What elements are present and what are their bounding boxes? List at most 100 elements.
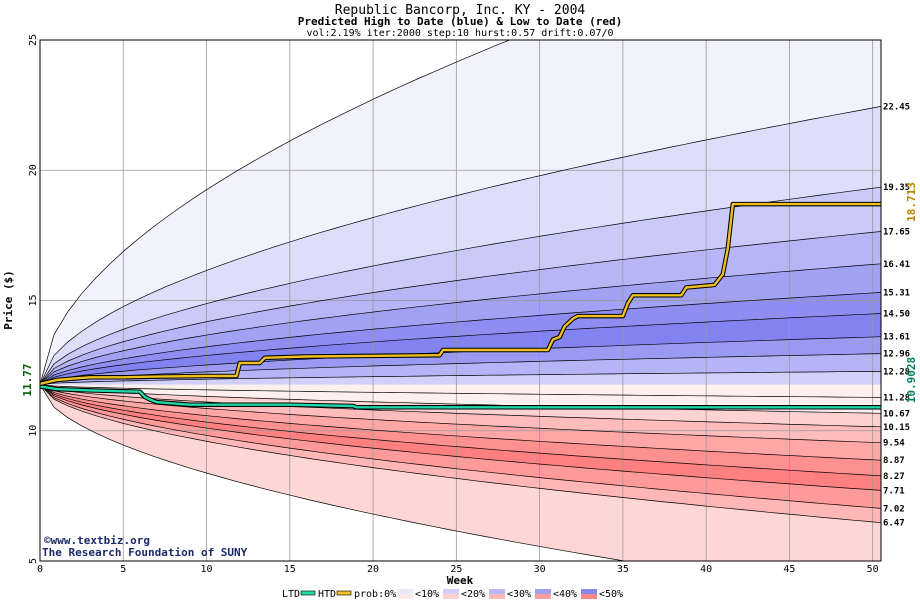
x-tick-label: 25 <box>450 564 462 575</box>
percentile-line <box>39 371 882 385</box>
y-tick-label: 10 <box>28 425 39 437</box>
x-tick-label: 35 <box>617 564 629 575</box>
legend-prob: prob:0% <box>354 589 396 600</box>
ltd-final-label: 10.9028 <box>905 357 918 403</box>
percentile-line <box>39 353 882 385</box>
htd-line <box>39 202 881 386</box>
plot-frame <box>39 39 882 562</box>
legend-swatch-blue <box>489 589 505 594</box>
percentile-line <box>39 384 882 444</box>
ltd-line <box>39 385 881 409</box>
percentile-label: 13.61 <box>883 333 910 343</box>
legend-band-label: <50% <box>599 589 623 600</box>
legend-htd: HTD <box>318 589 336 600</box>
high-band <box>40 106 881 385</box>
legend-swatch-red <box>397 594 413 599</box>
low-band <box>40 384 881 509</box>
percentile-labels: 22.45 19.35 17.65 16.41 15.31 14.50 13.61 12.96… <box>883 102 910 528</box>
legend-ltd: LTD <box>282 589 300 600</box>
legend-swatch-blue <box>581 589 597 594</box>
percentile-line <box>39 106 882 385</box>
high-band <box>40 231 881 385</box>
percentile-label: 11.28 <box>883 393 910 403</box>
legend-swatch-blue <box>535 589 551 594</box>
x-axis-label: Week <box>447 574 474 587</box>
percentile-line <box>39 384 882 398</box>
percentile-line <box>39 384 882 524</box>
percentile-line <box>39 384 882 477</box>
percentile-label: 8.27 <box>883 472 905 482</box>
percentile-label: 17.65 <box>883 227 910 237</box>
legend-swatch-blue <box>443 589 459 594</box>
x-tick-label: 5 <box>120 564 126 575</box>
percentile-label: 16.41 <box>883 260 910 270</box>
percentile-label: 6.47 <box>883 519 905 529</box>
y-tick-label: 15 <box>28 294 39 306</box>
percentile-label: 7.02 <box>883 504 905 514</box>
bottom-margin <box>0 561 920 600</box>
percentile-label: 22.45 <box>883 102 910 112</box>
percentile-label: 10.15 <box>883 423 910 433</box>
legend: LTD HTD prob:0% <10% <20% <30% <40% <50% <box>282 589 623 600</box>
percentile-line <box>39 292 882 385</box>
x-tick-label: 30 <box>534 564 546 575</box>
legend-swatch-blue <box>397 589 413 594</box>
legend-band-label: <20% <box>461 589 485 600</box>
chart-params: vol:2.19% iter:2000 step:10 hurst:0.57 d… <box>306 28 613 39</box>
percentile-line <box>39 313 882 385</box>
y-tick-label: 5 <box>28 558 39 564</box>
legend-band-label: <10% <box>415 589 439 600</box>
x-tick-label: 40 <box>700 564 712 575</box>
high-band <box>40 187 881 385</box>
percentile-line <box>39 263 882 385</box>
percentile-line <box>39 384 882 491</box>
legend-swatch-red <box>489 594 505 599</box>
legend-ltd-swatch <box>300 590 316 596</box>
percentile-label: 9.54 <box>883 439 905 449</box>
watermark-org: The Research Foundation of SUNY <box>42 546 248 559</box>
legend-bands: <10% <20% <30% <40% <50% <box>397 589 623 600</box>
y-tick-label: 25 <box>28 34 39 46</box>
percentile-label: 8.87 <box>883 456 905 466</box>
y-axis-label: Price ($) <box>2 270 15 330</box>
legend-band-label: <40% <box>553 589 577 600</box>
legend-band-label: <30% <box>507 589 531 600</box>
percentile-line <box>39 0 615 385</box>
x-tick-label: 20 <box>367 564 379 575</box>
legend-htd-swatch <box>336 590 352 596</box>
legend-swatch-red <box>581 594 597 599</box>
low-band <box>40 384 881 523</box>
legend-swatch-red <box>535 594 551 599</box>
legend-swatch-red <box>443 594 459 599</box>
percentile-line <box>39 384 882 428</box>
htd-final-label: 18.713 <box>905 182 918 222</box>
low-band <box>40 384 881 600</box>
x-tick-label: 50 <box>867 564 879 575</box>
y-tick-label: 20 <box>28 164 39 176</box>
x-tick-label: 10 <box>201 564 213 575</box>
x-tick-label: 0 <box>37 564 43 575</box>
x-tick-label: 15 <box>284 564 296 575</box>
percentile-label: 19.35 <box>883 183 910 193</box>
percentile-label: 12.28 <box>883 367 910 377</box>
low-band <box>40 384 881 476</box>
percentile-line <box>39 231 882 385</box>
x-tick-label: 45 <box>783 564 795 575</box>
percentile-line <box>39 384 882 414</box>
percentile-line <box>39 384 882 509</box>
percentile-label: 10.67 <box>883 409 910 419</box>
start-price-label: 11.77 <box>21 363 34 396</box>
top-margin <box>0 0 920 40</box>
high-band <box>40 353 881 385</box>
percentile-label: 15.31 <box>883 288 910 298</box>
percentile-label: 14.50 <box>883 310 910 320</box>
low-band <box>40 384 881 461</box>
watermark-url: ©www.textbiz.org <box>44 534 150 547</box>
high-band <box>40 292 881 385</box>
high-band <box>40 0 881 385</box>
percentile-label: 7.71 <box>883 486 905 496</box>
low-band <box>40 384 881 491</box>
